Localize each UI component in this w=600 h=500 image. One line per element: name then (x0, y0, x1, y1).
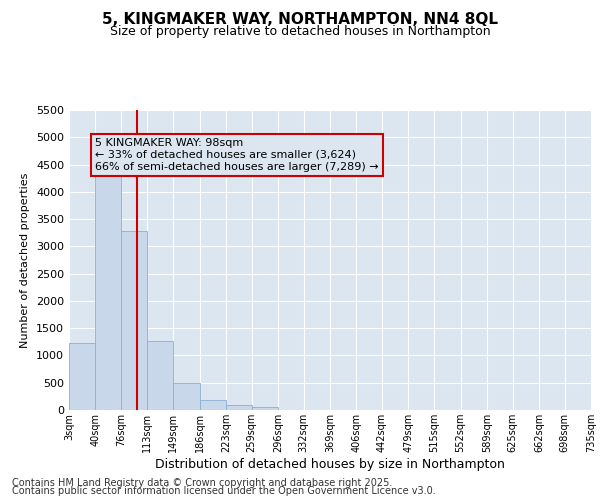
Text: Contains public sector information licensed under the Open Government Licence v3: Contains public sector information licen… (12, 486, 436, 496)
Bar (121, 231, 148, 410)
Bar (251, 408, 278, 410)
Bar (95, 174, 121, 410)
Bar (173, 382, 199, 410)
Bar (69, 343, 95, 410)
Bar (199, 400, 226, 410)
Y-axis label: Number of detached properties: Number of detached properties (20, 172, 31, 348)
Text: 5, KINGMAKER WAY, NORTHAMPTON, NN4 8QL: 5, KINGMAKER WAY, NORTHAMPTON, NN4 8QL (102, 12, 498, 28)
Text: Size of property relative to detached houses in Northampton: Size of property relative to detached ho… (110, 25, 490, 38)
Bar (226, 405, 251, 410)
X-axis label: Distribution of detached houses by size in Northampton: Distribution of detached houses by size … (155, 458, 505, 471)
Bar (148, 342, 173, 410)
Text: 5 KINGMAKER WAY: 98sqm
← 33% of detached houses are smaller (3,624)
66% of semi-: 5 KINGMAKER WAY: 98sqm ← 33% of detached… (95, 138, 379, 172)
Text: Contains HM Land Registry data © Crown copyright and database right 2025.: Contains HM Land Registry data © Crown c… (12, 478, 392, 488)
